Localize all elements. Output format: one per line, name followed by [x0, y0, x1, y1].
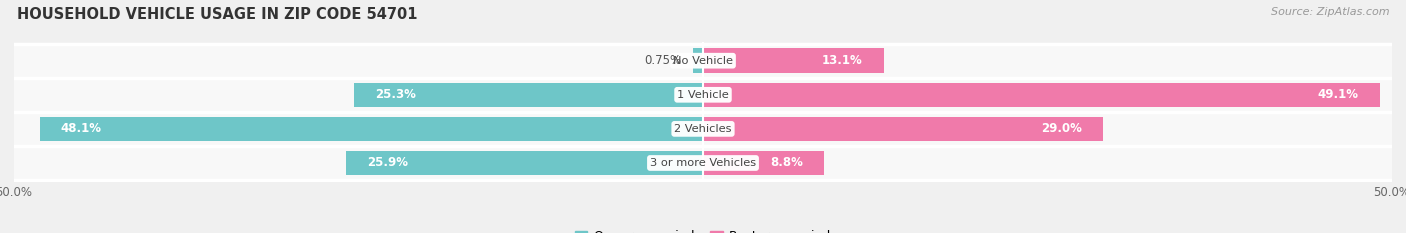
Bar [14, 112, 1392, 146]
Text: 13.1%: 13.1% [823, 54, 863, 67]
Bar [354, 82, 703, 107]
Text: 25.3%: 25.3% [375, 88, 416, 101]
Bar [14, 44, 1392, 78]
Legend: Owner-occupied, Renter-occupied: Owner-occupied, Renter-occupied [569, 225, 837, 233]
Bar [703, 116, 1102, 141]
Bar [703, 82, 1379, 107]
Bar [14, 146, 1392, 180]
Bar [346, 151, 703, 175]
Text: Source: ZipAtlas.com: Source: ZipAtlas.com [1271, 7, 1389, 17]
Bar [693, 48, 703, 73]
Bar [41, 116, 703, 141]
Text: 49.1%: 49.1% [1317, 88, 1358, 101]
Text: 25.9%: 25.9% [367, 157, 408, 169]
Text: 29.0%: 29.0% [1040, 122, 1083, 135]
Text: No Vehicle: No Vehicle [673, 56, 733, 66]
Text: 3 or more Vehicles: 3 or more Vehicles [650, 158, 756, 168]
Bar [14, 78, 1392, 112]
Text: HOUSEHOLD VEHICLE USAGE IN ZIP CODE 54701: HOUSEHOLD VEHICLE USAGE IN ZIP CODE 5470… [17, 7, 418, 22]
Text: 48.1%: 48.1% [60, 122, 101, 135]
Text: 2 Vehicles: 2 Vehicles [675, 124, 731, 134]
Text: 8.8%: 8.8% [770, 157, 804, 169]
Text: 1 Vehicle: 1 Vehicle [678, 90, 728, 100]
Text: 0.75%: 0.75% [644, 54, 682, 67]
Bar [703, 48, 883, 73]
Bar [703, 151, 824, 175]
